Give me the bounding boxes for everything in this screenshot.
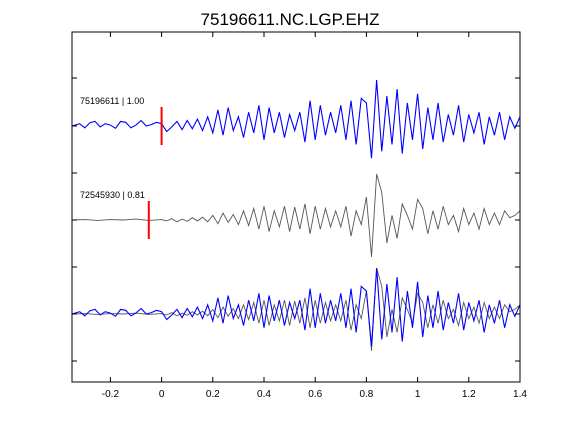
- x-tick-label: 0: [159, 389, 165, 400]
- series-line-4: [71, 267, 521, 347]
- trace-label-2: 72545930 | 0.81: [80, 190, 145, 200]
- axes-frame: [71, 31, 521, 383]
- x-tick-label: -0.2: [102, 389, 120, 400]
- series-line-1: [71, 79, 521, 159]
- series-line-2: [71, 173, 521, 257]
- x-tick-label: 0.8: [359, 389, 373, 400]
- x-tick-label: 1.4: [513, 389, 527, 400]
- axis-ticks: -0.2 0 0.2 0.4 0.6 0.8 1 1.2 1.4: [72, 32, 527, 400]
- x-tick-label: 0.2: [206, 389, 220, 400]
- x-tick-label: 1: [415, 389, 421, 400]
- plot-area: 75196611 | 1.00 72545930 | 0.81: [71, 79, 521, 351]
- x-tick-label: 0.4: [257, 389, 271, 400]
- x-tick-label: 0.6: [308, 389, 322, 400]
- trace-label-1: 75196611 | 1.00: [80, 96, 144, 106]
- chart-title: 75196611.NC.LGP.EHZ: [201, 10, 380, 29]
- series-line-3: [71, 267, 521, 351]
- x-tick-label: 1.2: [462, 389, 476, 400]
